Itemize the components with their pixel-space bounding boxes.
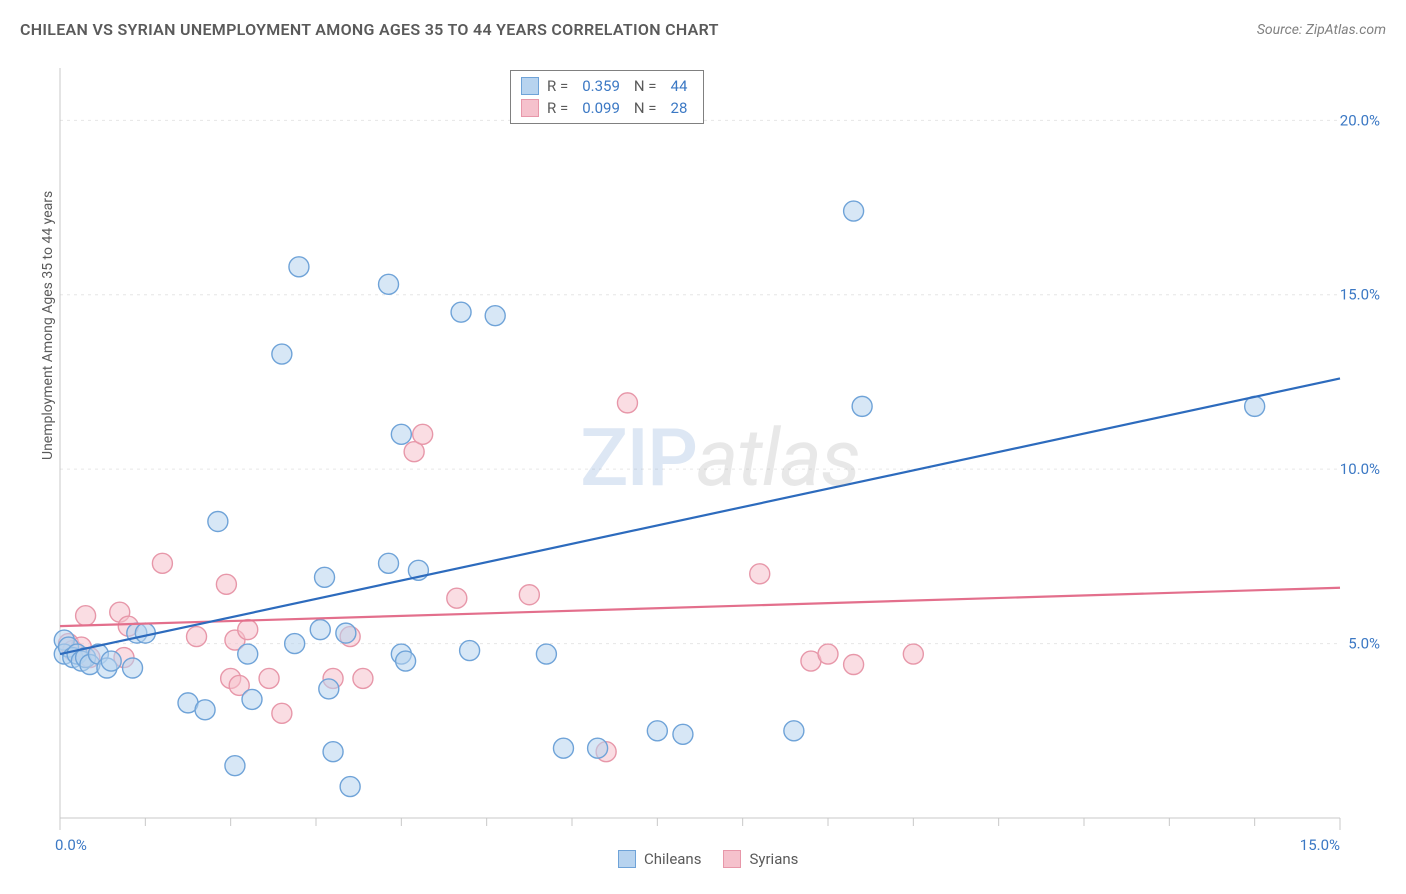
chilean-point <box>285 634 305 654</box>
chilean-point <box>225 756 245 776</box>
syrian-point <box>903 644 923 664</box>
y-tick-label: 5.0% <box>1348 635 1380 653</box>
syrian-trend-line <box>60 588 1340 626</box>
y-tick-label: 10.0% <box>1340 460 1380 478</box>
source-label: Source: ZipAtlas.com <box>1257 22 1386 38</box>
syrian-point <box>750 564 770 584</box>
syrian-point <box>818 644 838 664</box>
legend-item: Syrians <box>723 850 798 868</box>
legend-swatch <box>521 77 539 95</box>
correlation-legend: R = 0.359 N = 44 R = 0.099 N = 28 <box>510 70 704 124</box>
syrian-point <box>447 588 467 608</box>
syrian-point <box>844 655 864 675</box>
legend-item-label: Chileans <box>644 850 701 868</box>
syrian-point <box>617 393 637 413</box>
chilean-point <box>485 306 505 326</box>
chilean-point <box>272 344 292 364</box>
chart-container: Unemployment Among Ages 35 to 44 years 5… <box>50 60 1390 890</box>
legend-item: Chileans <box>618 850 701 868</box>
legend-item-label: Syrians <box>749 850 798 868</box>
syrian-point <box>519 585 539 605</box>
chilean-point <box>553 738 573 758</box>
chilean-point <box>396 651 416 671</box>
chilean-point <box>310 620 330 640</box>
chilean-point <box>588 738 608 758</box>
chilean-point <box>323 742 343 762</box>
chilean-point <box>340 777 360 797</box>
chilean-point <box>336 623 356 643</box>
legend-r-value: 0.099 <box>582 99 620 117</box>
legend-row: R = 0.359 N = 44 <box>521 75 693 97</box>
chilean-point <box>451 302 471 322</box>
syrian-point <box>259 668 279 688</box>
legend-n-label: N = <box>634 99 657 117</box>
chilean-point <box>784 721 804 741</box>
legend-n-value: 44 <box>671 77 688 95</box>
chilean-point <box>647 721 667 741</box>
chilean-point <box>242 689 262 709</box>
chilean-point <box>289 257 309 277</box>
scatter-chart: 5.0% 10.0% 15.0% 20.0% 0.0% 15.0% <box>50 60 1390 890</box>
syrian-point <box>187 627 207 647</box>
chilean-point <box>101 651 121 671</box>
legend-n-label: N = <box>634 77 657 95</box>
y-tick-label: 20.0% <box>1340 111 1380 129</box>
chilean-point <box>460 641 480 661</box>
chilean-point <box>319 679 339 699</box>
chilean-point <box>844 201 864 221</box>
syrian-point <box>76 606 96 626</box>
legend-swatch <box>521 99 539 117</box>
chilean-point <box>852 396 872 416</box>
syrian-point <box>413 424 433 444</box>
legend-r-label: R = <box>547 99 568 117</box>
legend-r-label: R = <box>547 77 568 95</box>
legend-swatch <box>618 850 636 868</box>
syrian-point <box>152 553 172 573</box>
legend-row: R = 0.099 N = 28 <box>521 97 693 119</box>
y-axis-label: Unemployment Among Ages 35 to 44 years <box>40 191 56 460</box>
chilean-point <box>208 511 228 531</box>
chilean-point <box>673 724 693 744</box>
page-title: CHILEAN VS SYRIAN UNEMPLOYMENT AMONG AGE… <box>20 20 719 39</box>
x-tick-label: 0.0% <box>55 836 87 854</box>
chilean-point <box>238 644 258 664</box>
syrian-point <box>272 703 292 723</box>
legend-swatch <box>723 850 741 868</box>
chilean-point <box>315 567 335 587</box>
legend-n-value: 28 <box>671 99 688 117</box>
syrian-point <box>353 668 373 688</box>
chilean-point <box>123 658 143 678</box>
syrian-point <box>238 620 258 640</box>
chilean-point <box>536 644 556 664</box>
y-tick-label: 15.0% <box>1340 286 1380 304</box>
chilean-trend-line <box>60 378 1340 654</box>
chilean-point <box>379 274 399 294</box>
syrian-point <box>216 574 236 594</box>
series-legend: Chileans Syrians <box>618 850 798 868</box>
chilean-point <box>195 700 215 720</box>
x-tick-label: 15.0% <box>1300 836 1340 854</box>
chilean-point <box>379 553 399 573</box>
legend-r-value: 0.359 <box>582 77 620 95</box>
chilean-point <box>391 424 411 444</box>
